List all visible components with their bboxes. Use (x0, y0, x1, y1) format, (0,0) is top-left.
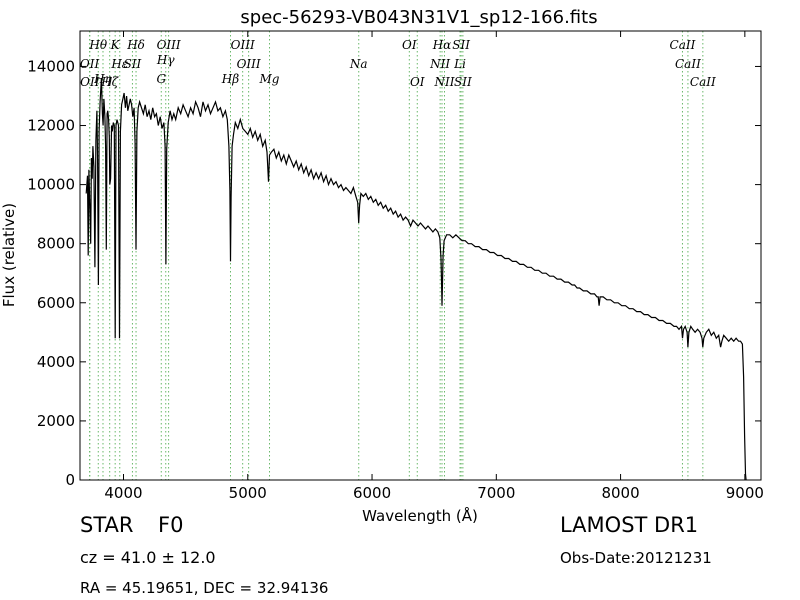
line-label: SII (454, 75, 472, 89)
line-label: Hδ (126, 38, 145, 52)
line-label: OI (402, 38, 417, 52)
object-class: STAR (80, 513, 134, 537)
line-label: OIII (157, 38, 181, 52)
line-label: Hε (110, 57, 128, 71)
emission-line-markers (89, 31, 704, 480)
line-label: Hβ (221, 72, 239, 86)
line-label: OIII (231, 38, 255, 52)
line-label: NII (429, 57, 450, 71)
line-label: Hα (432, 38, 452, 52)
y-tick-label: 8000 (37, 235, 75, 253)
line-label: Hγ (156, 53, 175, 67)
line-label: Li (453, 57, 466, 71)
y-axis: 0 2000 4000 6000 8000 10000 12000 14000 (27, 57, 761, 489)
plot-frame (79, 30, 762, 481)
line-label: NII (433, 75, 454, 89)
line-label: K (110, 38, 121, 52)
y-tick-label: 12000 (27, 117, 75, 135)
line-label: OIII (237, 57, 261, 71)
line-label: SII (452, 38, 470, 52)
survey-name: LAMOST DR1 (560, 513, 699, 537)
x-tick-label: 9000 (726, 484, 764, 502)
y-tick-label: 4000 (37, 353, 75, 371)
x-axis: 4000 5000 6000 7000 8000 9000 (104, 31, 764, 502)
line-label: G (156, 72, 166, 86)
spectrum-line (85, 78, 747, 481)
line-label: OII (80, 75, 100, 89)
line-label: Hθ (88, 38, 107, 52)
x-tick-label: 8000 (601, 484, 639, 502)
x-axis-label: Wavelength (Å) (362, 506, 478, 525)
observation-date: Obs-Date:20121231 (560, 549, 712, 567)
chart-title: spec-56293-VB043N31V1_sp12-166.fits (240, 7, 597, 28)
line-label: CaII (690, 75, 716, 89)
x-tick-label: 6000 (353, 484, 391, 502)
line-label: CaII (670, 38, 696, 52)
x-tick-label: 4000 (104, 484, 142, 502)
y-tick-label: 0 (65, 471, 75, 489)
line-label: Na (349, 57, 368, 71)
line-label: Hη (93, 72, 112, 86)
redshift-readout: cz = 41.0 ± 12.0 (80, 548, 216, 567)
line-label: Hζ (100, 75, 119, 89)
object-subclass: F0 (158, 513, 184, 537)
x-tick-label: 5000 (229, 484, 267, 502)
coordinates-readout: RA = 45.19651, DEC = 32.94136 (80, 579, 329, 597)
line-label: OII (80, 57, 100, 71)
line-label: Mg (259, 72, 280, 86)
y-tick-label: 2000 (37, 412, 75, 430)
line-label: OI (410, 75, 425, 89)
y-tick-label: 6000 (37, 294, 75, 312)
x-tick-label: 7000 (477, 484, 515, 502)
y-tick-label: 10000 (27, 176, 75, 194)
line-label: SII (124, 57, 142, 71)
y-axis-label: Flux (relative) (0, 203, 18, 307)
y-tick-label: 14000 (27, 57, 75, 75)
line-label: CaII (675, 57, 701, 71)
